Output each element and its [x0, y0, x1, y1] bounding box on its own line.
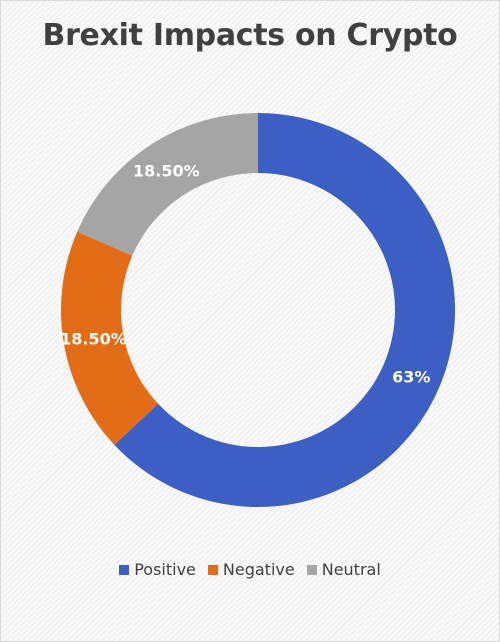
data-label-positive: 63%: [392, 367, 430, 386]
legend-label-neutral: Neutral: [321, 560, 381, 579]
legend-label-positive: Positive: [134, 560, 196, 579]
legend-label-negative: Negative: [222, 560, 295, 579]
data-label-neutral: 18.50%: [133, 161, 200, 180]
legend-swatch-neutral: [306, 564, 317, 575]
legend-item-neutral: Neutral: [306, 560, 381, 579]
legend-swatch-positive: [119, 564, 130, 575]
donut-slice-labels: 63% 18.50% 18.50%: [60, 161, 430, 386]
chart-legend: Positive Negative Neutral: [0, 560, 500, 579]
chart-title: Brexit Impacts on Crypto: [42, 18, 458, 53]
legend-item-positive: Positive: [119, 560, 196, 579]
donut-slice-negative: [60, 231, 159, 445]
data-label-negative: 18.50%: [60, 330, 127, 349]
donut-slices: [60, 113, 455, 507]
donut-slice-positive: [114, 113, 455, 507]
legend-swatch-negative: [207, 564, 218, 575]
legend-item-negative: Negative: [207, 560, 295, 579]
donut-slice-neutral: [77, 113, 259, 256]
